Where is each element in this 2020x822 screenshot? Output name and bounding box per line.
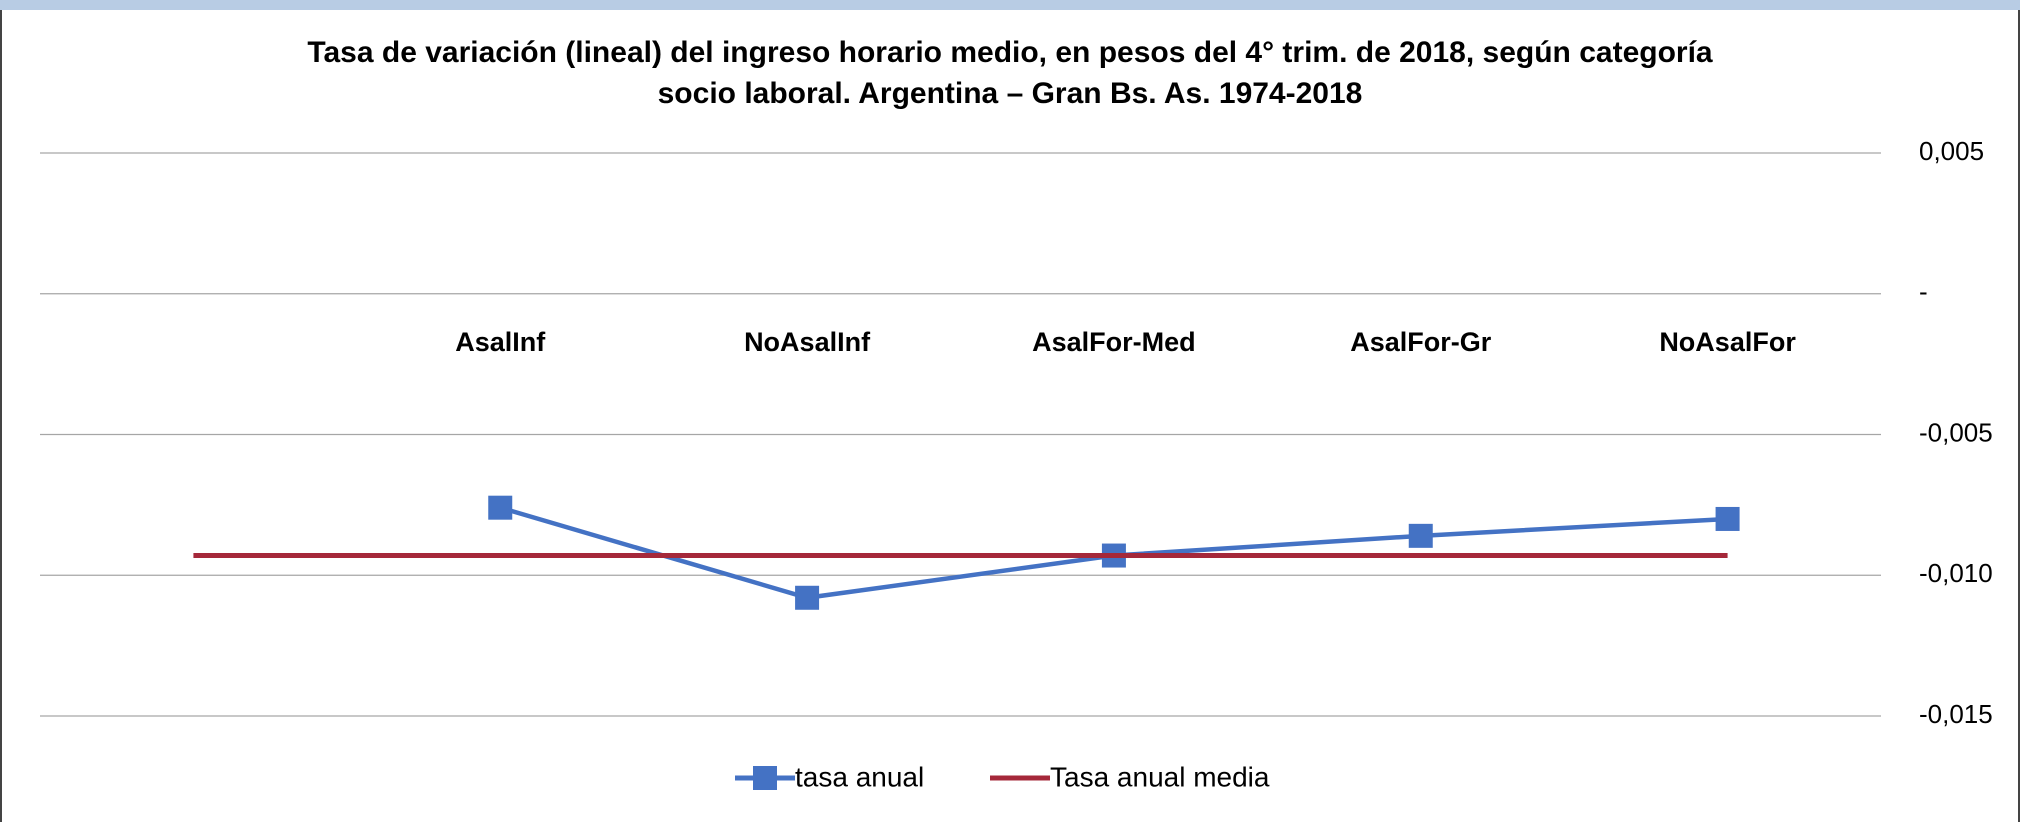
x-tick-label: AsalFor-Med [1032, 327, 1196, 357]
y-tick-label: 0,005 [1919, 136, 1984, 166]
chart-subtitle: socio laboral. Argentina – Gran Bs. As. … [658, 77, 1363, 110]
chart-title: Tasa de variación (lineal) del ingreso h… [307, 36, 1713, 69]
point-marker [1408, 523, 1433, 548]
y-tick-label: -0,015 [1919, 699, 1993, 729]
point-marker [795, 585, 820, 610]
y-tick-label: -0,005 [1919, 417, 1993, 447]
point-marker [488, 495, 513, 520]
point-marker [1715, 506, 1740, 531]
x-tick-label: AsalInf [455, 327, 546, 357]
legend-label: Tasa anual media [1050, 761, 1270, 792]
x-tick-label: AsalFor-Gr [1350, 327, 1492, 357]
x-tick-label: NoAsalFor [1659, 327, 1796, 357]
legend-label: tasa anual [795, 761, 924, 792]
y-tick-label: -0,010 [1919, 558, 1993, 588]
legend-marker [753, 766, 777, 790]
top-band [0, 0, 2020, 10]
x-tick-label: NoAsalInf [744, 327, 871, 357]
y-tick-label: - [1919, 277, 1928, 307]
